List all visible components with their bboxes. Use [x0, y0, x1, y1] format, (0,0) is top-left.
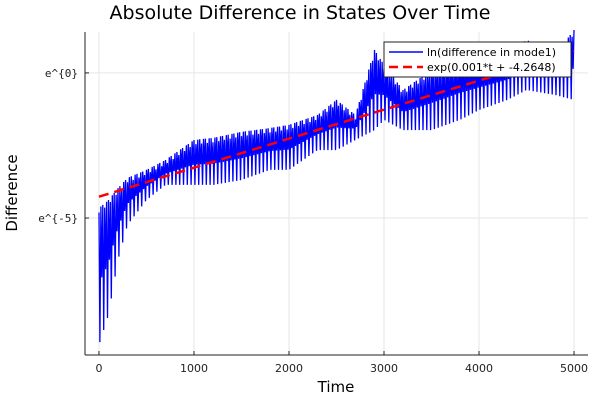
legend-label: ln(difference in mode1) — [427, 46, 556, 59]
x-tick-label: 4000 — [465, 362, 493, 375]
y-tick-label: e^{0} — [45, 67, 78, 80]
chart-title: Absolute Difference in States Over Time — [110, 2, 491, 24]
x-tick-label: 1000 — [180, 362, 208, 375]
legend-label: exp(0.001*t + -4.2648) — [427, 61, 556, 74]
grid — [85, 32, 588, 355]
y-axis-label: Difference — [3, 154, 21, 231]
y-tick-label: e^{-5} — [38, 212, 78, 225]
x-axis-label: Time — [317, 378, 355, 396]
ticks: 0 1000 2000 3000 4000 5000 e^{0} e^{-5} — [38, 67, 588, 375]
plot-area — [98, 29, 575, 343]
series-line-difference — [98, 29, 575, 343]
x-tick-label: 2000 — [275, 362, 303, 375]
series-line-fit — [98, 50, 575, 198]
legend-box — [383, 41, 572, 78]
x-tick-label: 5000 — [560, 362, 588, 375]
x-tick-label: 3000 — [370, 362, 398, 375]
legend: ln(difference in mode1) exp(0.001*t + -4… — [383, 41, 572, 78]
x-tick-label: 0 — [95, 362, 102, 375]
